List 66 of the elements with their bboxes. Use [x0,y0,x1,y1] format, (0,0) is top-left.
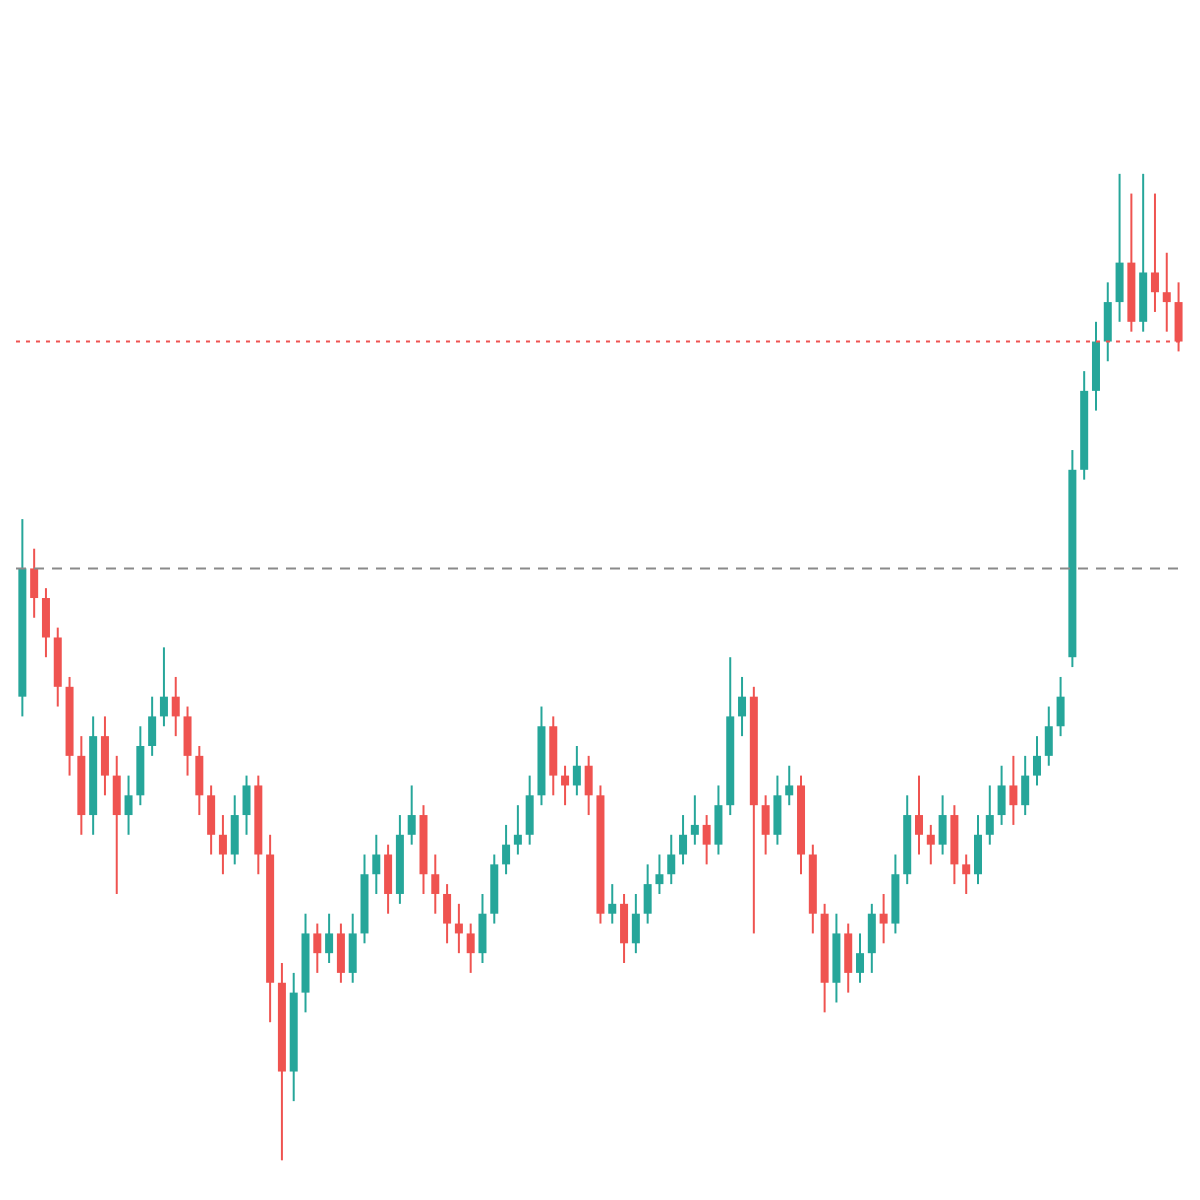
candlestick [985,784,994,846]
candlestick [844,922,853,994]
candlestick [1056,675,1065,738]
candlestick [502,823,511,876]
candlestick [41,587,50,659]
candlestick [584,754,593,817]
candlestick [218,814,227,876]
candlestick [785,764,794,807]
candlestick [407,784,416,846]
candlestick [643,863,652,925]
candlestick [1032,735,1041,787]
candlestick [30,547,39,619]
candlestick [1103,281,1112,363]
candlestick [100,715,109,797]
candlestick [926,823,935,866]
candlestick [454,902,463,955]
candlestick [1115,172,1124,323]
candlestick [997,764,1006,826]
candlestick [1162,251,1171,333]
candlestick [962,853,971,895]
candlestick [183,705,192,777]
candlestick [1009,754,1018,826]
candlestick [384,843,393,915]
candlestick [690,794,699,846]
candlestick [124,774,133,836]
candlestick [431,853,440,915]
candlestick [1021,754,1030,817]
candlestick [513,804,522,856]
candlestick [738,675,747,738]
candlestick [572,745,581,797]
candlestick [761,794,770,856]
candlestick [1150,192,1159,313]
candlestick [443,883,452,945]
candlestick [348,912,357,984]
candlestick [714,784,723,856]
candlestick [631,892,640,955]
candlestick [230,794,239,866]
candlestick [655,853,664,895]
candlestick [974,814,982,886]
candlestick [1044,705,1053,767]
candlestick [466,922,475,974]
candlestick [679,814,688,866]
candlestick [159,646,168,728]
candlestick [195,745,204,817]
candlestick [856,932,865,984]
candlestick [608,883,617,925]
candlestick [702,814,711,866]
candlestick [313,922,322,974]
candlestick [525,774,534,846]
candlestick [620,892,629,965]
candlestick [372,833,381,895]
candlestick [915,774,924,856]
candlestick [867,902,876,974]
candlestick [336,922,345,984]
candlestick [879,892,888,945]
candlestick [207,784,216,856]
candlestick [938,794,947,856]
candlestick [325,912,334,965]
candlestick [561,764,570,807]
candlestick [112,754,121,895]
candlestick [478,892,487,965]
candlestick [148,695,157,757]
candlestick [773,774,782,846]
candlestick [667,833,676,886]
candlestick [171,675,180,738]
candlestick [242,774,251,836]
